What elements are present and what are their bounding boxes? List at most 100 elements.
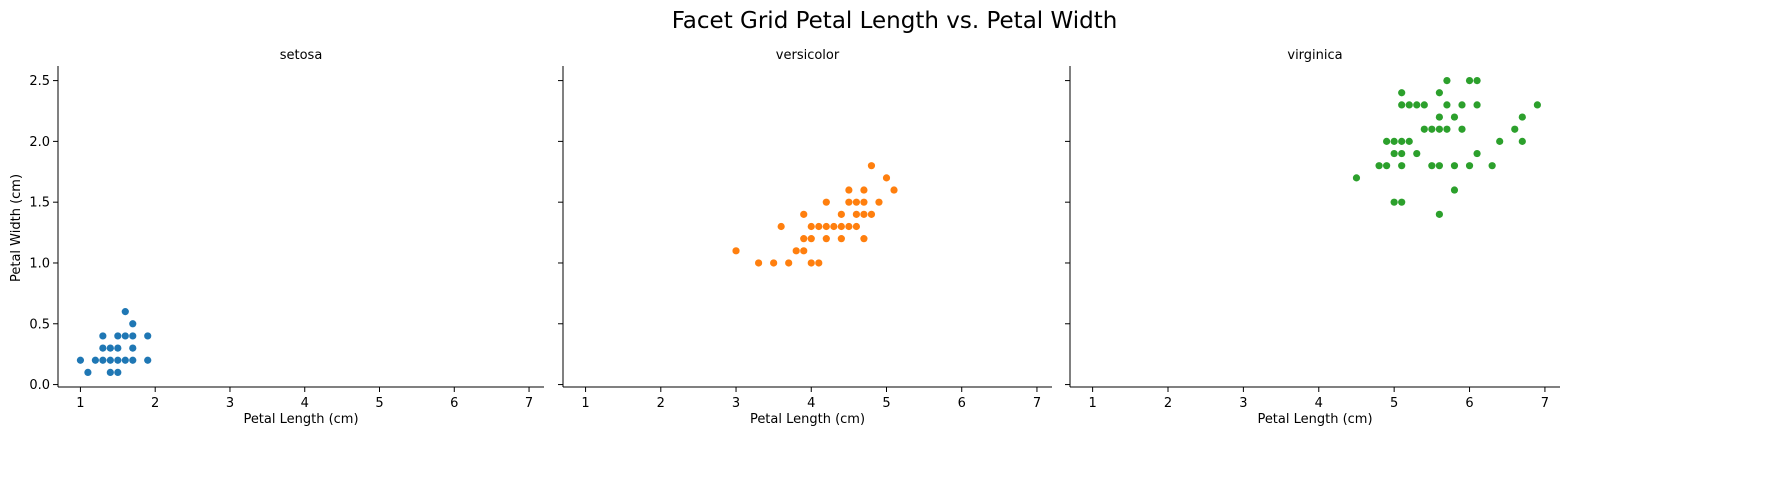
x-tick-label: 1 [1088,396,1096,411]
scatter-point [1443,76,1451,85]
scatter-point [1435,89,1443,97]
x-tick-label: 1 [581,396,589,411]
x-axis-label: Petal Length (cm) [1257,412,1372,427]
scatter-point [91,356,99,364]
scatter-point [837,222,845,231]
scatter-point [815,259,823,267]
scatter-point [770,259,778,267]
x-tick-label: 4 [1315,396,1323,411]
scatter-point [1435,162,1443,170]
scatter-point [76,356,85,364]
x-tick-label: 7 [1033,396,1041,411]
scatter-point [1428,125,1436,133]
figure-title: Facet Grid Petal Length vs. Petal Width [672,8,1118,34]
y-axis-label: Petal Width (cm) [9,174,24,282]
facet-versicolor: versicolor 1 2 3 4 5 6 7 Petal Length (cm) [558,48,1052,427]
scatter-point [852,222,861,231]
scatter-point [800,235,808,243]
scatter-point [121,308,129,316]
scatter-point [837,235,845,243]
x-tick-label: 7 [1541,396,1549,411]
scatter-point [822,198,830,206]
scatter-point [1465,162,1474,170]
scatter-point [1398,101,1406,109]
scatter-point [144,332,152,340]
scatter-point [129,356,137,364]
scatter-point [1383,137,1391,145]
scatter-point [1435,210,1443,218]
scatter-point [99,356,107,364]
scatter-point [1420,101,1428,109]
scatter-point [822,222,830,231]
scatter-point [867,162,876,170]
scatter-point [822,235,830,243]
y-tick-label: 0.5 [29,317,50,332]
scatter-point [867,210,876,218]
scatter-point [114,344,122,352]
facet-virginica: virginica 1 2 3 4 5 6 7 Petal Length (cm) [1065,48,1560,427]
x-tick-label: 3 [1239,396,1247,411]
scatter-point [1383,162,1391,170]
x-tick-label: 1 [76,396,84,411]
scatter-point [129,332,137,340]
scatter-point [845,222,853,231]
scatter-point [114,368,122,377]
scatter-point [1465,76,1474,85]
scatter-point [1405,101,1413,109]
x-tick-label: 5 [375,396,383,411]
scatter-point [1496,137,1504,145]
scatter-point [1518,137,1526,145]
scatter-point [1458,125,1466,133]
scatter-point [1398,137,1406,145]
scatter-point [800,247,808,255]
x-tick-label: 2 [1164,396,1172,411]
scatter-point [785,259,793,267]
scatter-point [129,344,137,352]
x-tick-label: 3 [732,396,740,411]
scatter-point [1375,162,1383,170]
x-tick-label: 4 [301,396,309,411]
scatter-point [852,210,861,218]
scatter-point [1428,162,1436,170]
scatter-point [755,259,763,267]
y-tick-label: 2.0 [29,135,50,150]
x-axis-label: Petal Length (cm) [750,412,865,427]
scatter-point [1398,198,1406,206]
scatter-point [1518,113,1526,121]
scatter-point [830,222,838,231]
scatter-point [860,210,868,218]
scatter-point [1473,149,1481,158]
scatter-point [860,198,868,206]
scatter-point [1398,162,1406,170]
scatter-point [99,344,107,352]
scatter-point [121,356,129,364]
x-tick-label: 5 [882,396,890,411]
scatter-point [807,222,815,231]
scatter-point [777,222,785,231]
x-tick-label: 6 [958,396,966,411]
x-tick-label: 7 [525,396,533,411]
scatter-point [1443,125,1451,133]
scatter-point [1450,113,1459,121]
y-tick-label: 2.5 [29,74,50,89]
scatter-point [890,186,898,194]
scatter-point [1390,149,1398,158]
facets-group: setosa 1 2 3 4 5 6 7 0.0 0.5 1.0 1.5 2.0 2.5 Petal Len… [29,48,1560,427]
scatter-point [1390,198,1398,206]
scatter-point [106,356,114,364]
scatter-point [815,222,823,231]
facet-title: setosa [280,48,323,63]
scatter-point [1511,125,1519,133]
y-tick-label: 0.0 [29,378,50,393]
scatter-point [106,344,114,352]
scatter-point [84,368,92,377]
scatter-point [792,247,800,255]
x-tick-label: 6 [1465,396,1473,411]
scatter-point [1533,101,1541,109]
scatter-point [807,259,815,267]
scatter-point [1413,101,1421,109]
scatter-point [1398,149,1406,158]
scatter-point [845,186,853,194]
scatter-point [1413,149,1421,158]
